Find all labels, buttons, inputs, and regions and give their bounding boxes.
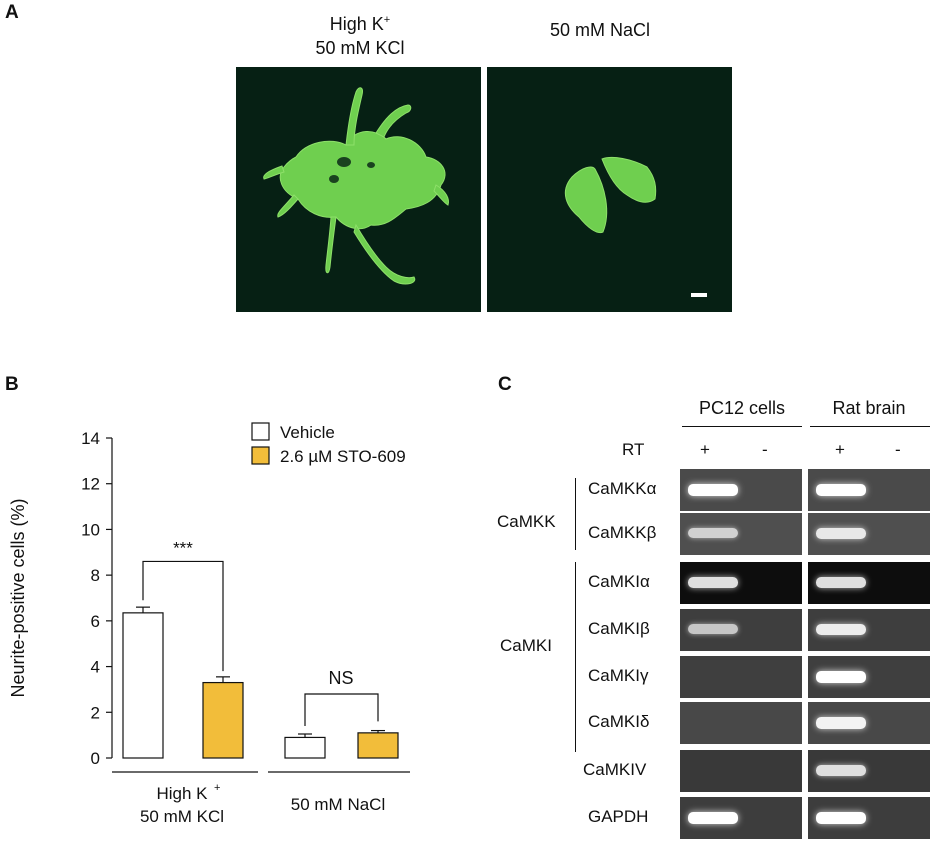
gel-band <box>816 671 866 683</box>
col-pc12-label: PC12 cells <box>698 398 786 418</box>
y-tick-label: 10 <box>81 520 100 539</box>
gel-pc12 <box>680 656 802 698</box>
legend-swatch <box>251 446 270 465</box>
panel-a-right-title: 50 mM NaCl <box>549 20 651 40</box>
left-title-line1: High K <box>329 14 384 34</box>
group2-label: 50 mM NaCl <box>291 795 385 814</box>
gel-band <box>816 624 866 636</box>
left-title-sup: + <box>383 14 391 26</box>
group1-label-line2: 50 mM KCl <box>140 807 224 826</box>
left-title-line2: 50 mM KCl <box>315 38 405 58</box>
bar-chart: 0 2 4 6 8 10 12 14 Neurite-positive cells (%) ***… <box>8 422 410 826</box>
y-tick-label: 4 <box>91 658 100 677</box>
gel-band <box>816 812 866 824</box>
micrograph-nacl <box>487 67 732 312</box>
gel-band <box>816 577 866 589</box>
legend-label: 2.6 µM STO-609 <box>280 447 406 466</box>
gel-row-label: CaMKIγ <box>588 666 649 685</box>
micrograph-kcl <box>236 67 481 312</box>
gel-row-label: CaMKIV <box>583 760 647 779</box>
sig-label-right: NS <box>328 668 353 688</box>
panel-c-letter: C <box>498 374 512 395</box>
gel-pc12 <box>680 750 802 792</box>
y-tick-label: 8 <box>91 566 100 585</box>
y-tick-label: 2 <box>91 703 100 722</box>
rt-minus-brain: - <box>895 440 901 459</box>
gel-row-label: CaMKKα <box>588 479 657 498</box>
y-tick-label: 12 <box>81 475 100 494</box>
gel-row-label: CaMKIα <box>588 572 650 591</box>
y-axis-label: Neurite-positive cells (%) <box>8 498 28 697</box>
bar <box>202 681 244 759</box>
camkk-bracket <box>575 478 576 550</box>
y-tick-label: 14 <box>81 429 100 448</box>
gel-band <box>816 484 866 496</box>
y-tick-label: 0 <box>91 749 100 768</box>
gel-band <box>688 484 738 496</box>
gel-row-label: CaMKIβ <box>588 619 650 638</box>
scale-bar <box>691 293 707 297</box>
legend-label: Vehicle <box>280 423 335 442</box>
sig-bracket-left <box>142 560 224 672</box>
panel-b-letter: B <box>5 374 19 395</box>
rt-plus-pc12: + <box>700 440 710 459</box>
col-pc12-underline <box>682 426 802 427</box>
sig-bracket-right <box>304 693 379 726</box>
col-brain-underline <box>810 426 930 427</box>
group-camkk-label: CaMKK <box>497 512 556 531</box>
gel-pc12 <box>680 702 802 744</box>
kcl-cell-image <box>263 87 449 285</box>
bar <box>357 732 399 759</box>
rt-plus-brain: + <box>835 440 845 459</box>
sig-label-left: *** <box>173 538 193 557</box>
gel-row-label: CaMKIδ <box>588 712 650 731</box>
bar <box>122 612 164 759</box>
panel-a-letter: A <box>5 2 19 23</box>
bar <box>284 736 326 759</box>
rt-minus-pc12: - <box>762 440 768 459</box>
group1-label-line1: High K <box>156 784 208 803</box>
gel-band <box>688 577 738 589</box>
legend-swatch <box>251 422 270 441</box>
group-camki-label: CaMKI <box>500 636 552 655</box>
group1-label-sup: + <box>214 782 220 794</box>
gel-band <box>688 624 738 635</box>
gel-band <box>816 717 866 729</box>
gel-band <box>816 765 866 776</box>
gel-band <box>816 528 866 540</box>
col-brain-label: Rat brain <box>832 398 906 418</box>
gel-band <box>688 812 738 824</box>
camki-bracket <box>575 562 576 752</box>
gel-band <box>688 528 738 539</box>
rt-label: RT <box>622 440 645 459</box>
gel-row-label: CaMKKβ <box>588 523 657 542</box>
nacl-cell-image <box>564 156 707 297</box>
y-tick-label: 6 <box>91 612 100 631</box>
gel-row-label: GAPDH <box>588 807 649 826</box>
panel-a-left-title: High K+ 50 mM KCl <box>290 8 430 60</box>
